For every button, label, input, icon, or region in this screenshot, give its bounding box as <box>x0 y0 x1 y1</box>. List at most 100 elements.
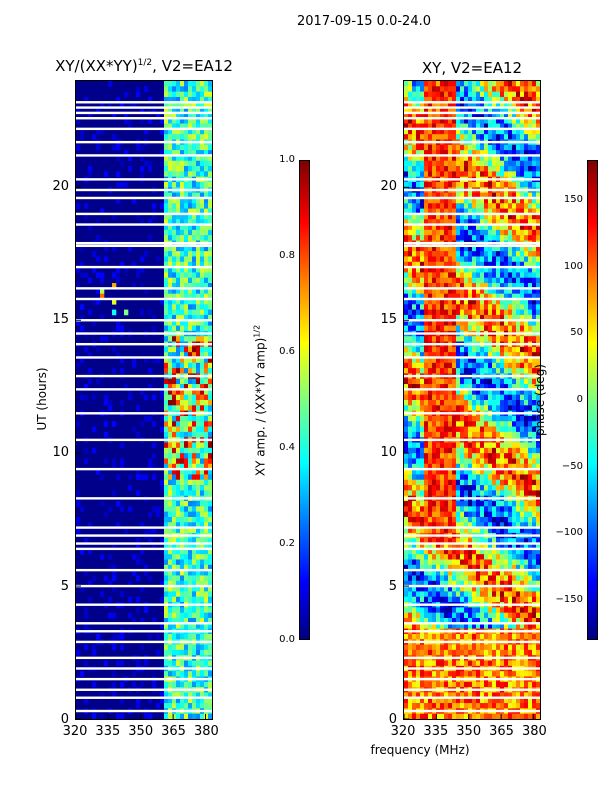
heatmap-cell <box>504 203 509 209</box>
heatmap-cell <box>112 421 117 427</box>
heatmap-cell <box>184 160 189 167</box>
heatmap-cell <box>440 182 445 188</box>
heatmap-cell <box>532 81 537 87</box>
heatmap-cell <box>172 527 177 534</box>
heatmap-cell <box>440 453 445 459</box>
heatmap-cell <box>412 394 417 401</box>
heatmap-cell <box>536 378 540 385</box>
heatmap-cell <box>188 293 193 300</box>
heatmap-cell <box>196 527 201 534</box>
heatmap-cell <box>120 697 125 704</box>
heatmap-cell <box>140 107 145 114</box>
heatmap-cell <box>428 256 433 263</box>
heatmap-cell <box>196 155 201 162</box>
heatmap-cell <box>140 522 145 528</box>
heatmap-cell <box>116 144 121 151</box>
heatmap-cell <box>484 102 489 108</box>
heatmap-cell <box>180 208 185 215</box>
heatmap-cell <box>416 293 421 300</box>
heatmap-cell <box>496 463 501 470</box>
heatmap-cell <box>192 612 197 619</box>
heatmap-cell <box>204 703 209 709</box>
heatmap-cell <box>172 697 177 704</box>
heatmap-cell <box>448 538 453 544</box>
heatmap-cell <box>496 479 501 486</box>
heatmap-cell <box>476 235 481 241</box>
heatmap-cell <box>196 86 201 92</box>
heatmap-cell <box>464 261 469 268</box>
heatmap-cell <box>404 511 409 518</box>
heatmap-cell <box>180 245 185 252</box>
heatmap-cell <box>412 182 417 188</box>
heatmap-cell <box>432 543 437 550</box>
heatmap-cell <box>464 107 469 114</box>
heatmap-cell <box>516 362 521 369</box>
heatmap-cell <box>176 213 181 220</box>
heatmap-cell <box>196 182 201 188</box>
heatmap-cell <box>512 203 517 209</box>
heatmap-cell <box>536 192 540 199</box>
heatmap-cell <box>204 96 209 103</box>
heatmap-cell <box>84 612 89 619</box>
heatmap-cell <box>412 251 417 257</box>
heatmap-cell <box>208 554 212 560</box>
heatmap-cell <box>184 389 189 395</box>
heatmap-cell <box>140 644 145 651</box>
heatmap-cell <box>460 431 465 438</box>
heatmap-cell <box>492 479 497 486</box>
heatmap-cell <box>460 245 465 252</box>
heatmap-cell <box>192 203 197 209</box>
heatmap-cell <box>436 463 441 470</box>
heatmap-cell <box>420 293 425 300</box>
heatmap-cell <box>176 527 181 534</box>
heatmap-cell <box>140 389 145 395</box>
heatmap-cell <box>176 197 181 204</box>
heatmap-cell <box>436 304 441 310</box>
heatmap-cell <box>176 490 181 496</box>
flagged-row <box>76 603 212 606</box>
heatmap-cell <box>504 378 509 385</box>
heatmap-cell <box>164 118 169 124</box>
heatmap-cell <box>416 128 421 135</box>
heatmap-cell <box>420 458 425 465</box>
heatmap-cell <box>496 197 501 204</box>
heatmap-cell <box>172 649 177 656</box>
heatmap-cell <box>452 277 457 284</box>
heatmap-cell <box>416 554 421 560</box>
heatmap-cell <box>468 293 473 300</box>
heatmap-cell <box>164 543 169 550</box>
heatmap-cell <box>176 692 181 699</box>
heatmap-cell <box>172 81 177 87</box>
heatmap-cell <box>520 378 525 385</box>
heatmap-cell <box>404 277 409 284</box>
heatmap-cell <box>204 256 209 263</box>
heatmap-cell <box>412 362 417 369</box>
heatmap-cell <box>188 171 193 177</box>
heatmap-cell <box>480 543 485 550</box>
heatmap-cell <box>188 633 193 640</box>
heatmap-cell <box>436 298 441 305</box>
heatmap-cell <box>164 400 169 406</box>
heatmap-cell <box>196 112 201 119</box>
heatmap-cell <box>176 261 181 268</box>
heatmap-cell <box>168 394 173 401</box>
heatmap-cell <box>484 118 489 124</box>
heatmap-cell <box>452 314 457 321</box>
heatmap-cell <box>448 320 453 326</box>
heatmap-cell <box>424 298 429 305</box>
heatmap-cell <box>512 96 517 103</box>
heatmap-cell <box>440 346 445 353</box>
heatmap-cell <box>448 362 453 369</box>
heatmap-cell <box>172 586 177 592</box>
heatmap-cell <box>176 394 181 401</box>
heatmap-cell <box>204 538 209 544</box>
heatmap-cell <box>204 134 209 140</box>
heatmap-cell <box>432 368 437 374</box>
heatmap-cell <box>464 112 469 119</box>
heatmap-cell <box>188 591 193 598</box>
heatmap-cell <box>136 660 141 667</box>
heatmap-cell <box>448 368 453 374</box>
heatmap-cell <box>200 394 205 401</box>
heatmap-cell <box>528 538 533 544</box>
heatmap-cell <box>80 671 85 677</box>
